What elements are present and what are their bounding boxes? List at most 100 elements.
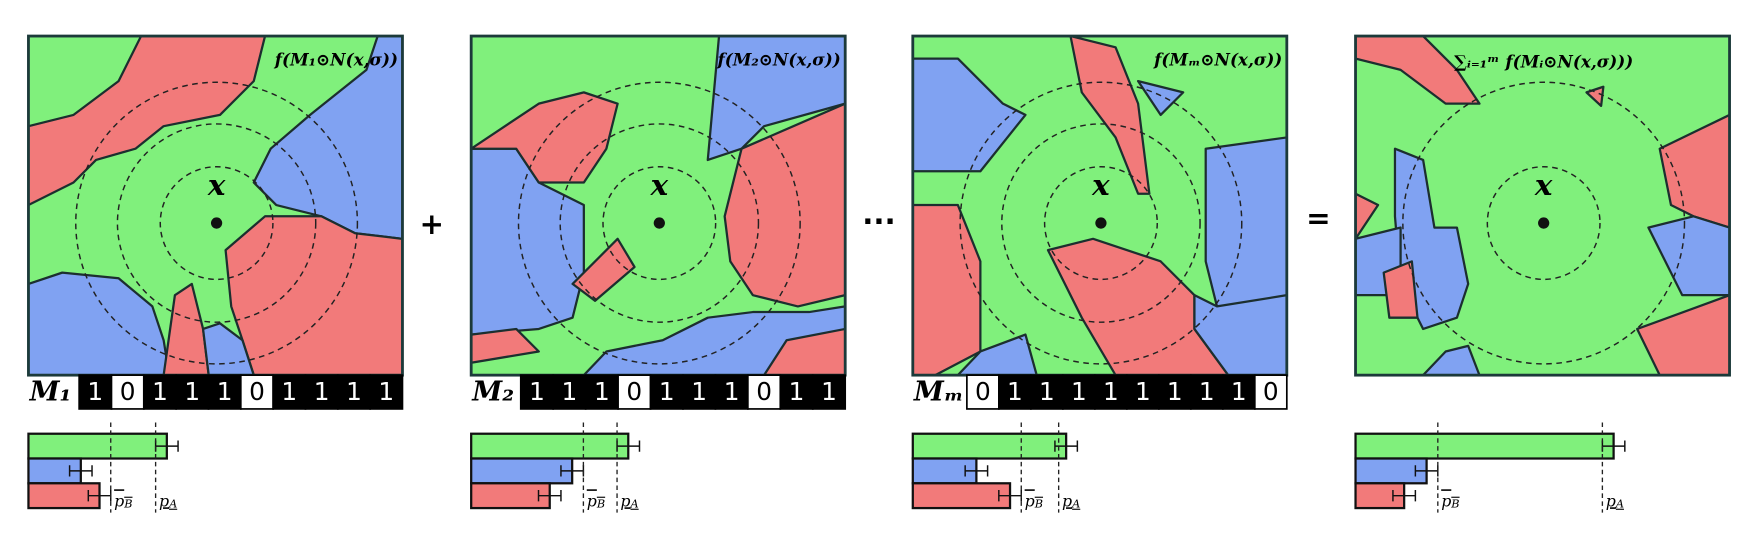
operator: ··· (862, 205, 895, 239)
bar (1354, 432, 1615, 460)
region-map (28, 36, 403, 376)
label-base: p (1025, 491, 1035, 510)
region (1636, 294, 1730, 376)
bar-chart: pB pA (470, 422, 641, 513)
threshold-label: pB (587, 491, 605, 511)
region-map (912, 36, 1287, 376)
error-bar (68, 465, 93, 477)
mask-bit: 1 (1167, 377, 1183, 406)
mask-bit: 0 (1263, 377, 1279, 406)
region (956, 333, 1038, 376)
mask-cell (369, 374, 404, 410)
mask-bit: 1 (184, 377, 200, 406)
mask-bit: 1 (659, 377, 675, 406)
mask-bit: 1 (314, 377, 330, 406)
mask-bit: 1 (1135, 377, 1151, 406)
mask-label: M₂ (471, 377, 514, 408)
point-label: x (1534, 167, 1553, 202)
label-sub: A (630, 498, 639, 511)
point-label: x (650, 167, 669, 202)
mask-cell (1125, 374, 1160, 410)
bar (470, 457, 574, 485)
mask-cell (1189, 374, 1224, 410)
noise-circle (75, 81, 359, 365)
panel-border (1354, 34, 1731, 377)
label-base: p (114, 491, 124, 510)
mask-label: M₁ (29, 377, 72, 408)
label-base: p (1441, 491, 1451, 510)
threshold-label: pA (159, 491, 177, 511)
region (28, 36, 267, 207)
region (162, 282, 210, 376)
region (1647, 215, 1730, 297)
label-base: p (620, 491, 630, 510)
mask-bit: 1 (378, 377, 394, 406)
function-label: f(Mₘ⊙N(x,σ)) (1153, 49, 1282, 69)
region (1355, 192, 1380, 240)
noise-circle (1402, 81, 1686, 365)
threshold-label: pA (1062, 491, 1080, 511)
noise-circle (116, 123, 317, 323)
point (1095, 217, 1107, 229)
label-base: p (1062, 491, 1072, 510)
error-bar (1392, 490, 1417, 502)
label-base: p (159, 491, 169, 510)
mask-cell (682, 374, 717, 410)
threshold-label: pA (620, 491, 638, 511)
region-map (1355, 36, 1730, 376)
mask-cell (811, 374, 847, 410)
bar (911, 482, 1012, 510)
panel: xf(M₁⊙N(x,σ))M₁ 1 0 1 1 1 0 1 1 1 1 (27, 34, 404, 410)
mask-bit: 1 (87, 377, 103, 406)
bar (27, 432, 168, 460)
mask-bit: 1 (1071, 377, 1087, 406)
region (1382, 260, 1419, 319)
label-sub: A (1071, 498, 1080, 511)
mask-bit: 1 (821, 377, 837, 406)
mask-bit: 1 (724, 377, 740, 406)
label-sub: B (1034, 498, 1043, 511)
mask-cell (552, 374, 587, 410)
panel: xf(Mₘ⊙N(x,σ))Mₘ 0 1 1 1 1 1 1 1 1 0 (911, 34, 1289, 410)
bar-chart: pB pA (911, 422, 1080, 513)
operator: + (419, 207, 444, 241)
threshold-label: pA (1606, 491, 1624, 511)
noise-circle (517, 81, 801, 365)
mask-cell (110, 374, 145, 410)
mask-bit: 0 (249, 377, 265, 406)
bar (911, 432, 1068, 460)
region (471, 327, 540, 364)
mask-bit: 0 (626, 377, 642, 406)
point (653, 217, 665, 229)
point (1538, 217, 1550, 229)
noise-circle (1001, 123, 1201, 323)
function-label: f(M₁⊙N(x,σ)) (274, 49, 398, 69)
label-sub: A (1615, 498, 1624, 511)
mask-bit: 1 (217, 377, 233, 406)
bar-chart: pB pA (1354, 422, 1626, 513)
noise-circle (602, 165, 717, 281)
error-bar (537, 490, 562, 502)
noise-circle (959, 81, 1243, 365)
mask-cell (519, 374, 555, 410)
mask-bit: 1 (562, 377, 578, 406)
mask-bit: 0 (120, 377, 136, 406)
point-label: x (207, 167, 226, 202)
mask-bit: 1 (152, 377, 168, 406)
label-sub: A (168, 498, 177, 511)
mask-label: Mₘ (913, 377, 964, 408)
mask-bit: 1 (1103, 377, 1119, 406)
bar (470, 432, 630, 460)
label-base: p (587, 491, 597, 510)
mask-cell (304, 374, 339, 410)
noise-circle (1486, 165, 1601, 281)
region (28, 271, 171, 376)
region (1204, 136, 1287, 308)
panel: xf(M₂⊙N(x,σ))M₂ 1 1 1 0 1 1 1 0 1 1 (469, 34, 847, 410)
label-sub: B (123, 498, 132, 511)
mask-bit: 1 (1231, 377, 1247, 406)
region (571, 237, 636, 302)
region (762, 327, 846, 376)
mask-bit: 1 (1039, 377, 1055, 406)
